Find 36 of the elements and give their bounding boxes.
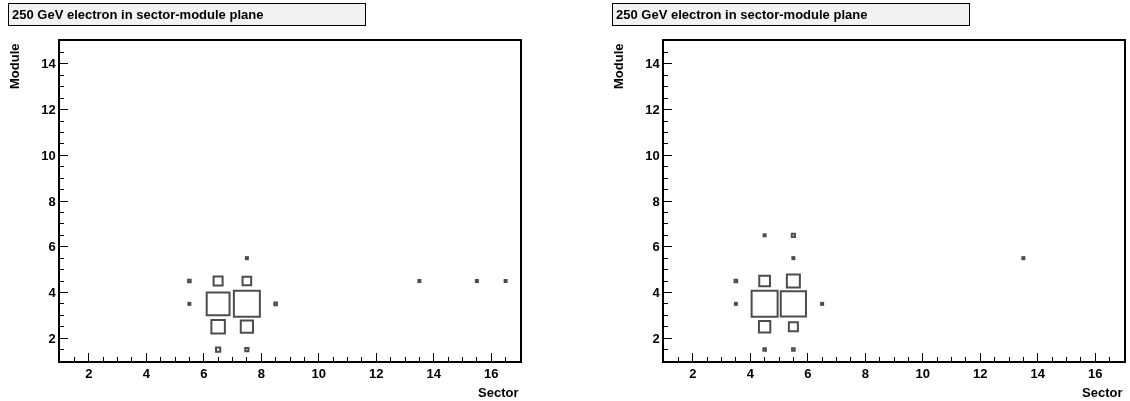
y-tick-label: 10 — [41, 147, 56, 163]
x-tick-label: 10 — [915, 366, 930, 382]
x-tick-label: 14 — [426, 366, 442, 382]
x-tick-label: 16 — [1088, 366, 1103, 382]
y-tick-label: 2 — [652, 330, 660, 346]
y-tick-label: 14 — [41, 56, 57, 72]
x-tick-label: 12 — [973, 366, 988, 382]
y-tick-label: 8 — [48, 193, 56, 209]
y-tick-label: 2 — [48, 330, 56, 346]
x-tick-label: 6 — [200, 366, 208, 382]
y-axis-title: Module — [7, 43, 22, 89]
y-tick-label: 4 — [652, 284, 661, 300]
x-tick-label: 4 — [746, 366, 755, 382]
x-tick-label: 4 — [142, 366, 151, 382]
y-axis-title: Module — [611, 43, 626, 89]
y-tick-label: 12 — [41, 102, 56, 118]
y-tick-label: 8 — [652, 193, 660, 209]
y-tick-label: 10 — [645, 147, 660, 163]
x-tick-label: 8 — [257, 366, 265, 382]
y-tick-label: 12 — [645, 102, 660, 118]
x-tick-label: 2 — [689, 366, 697, 382]
x-tick-label: 10 — [311, 366, 326, 382]
x-axis-title: Sector — [1082, 385, 1123, 400]
x-tick-label: 8 — [861, 366, 869, 382]
x-tick-label: 2 — [85, 366, 93, 382]
x-tick-label: 12 — [369, 366, 384, 382]
chart-title: 250 GeV electron in sector-module plane — [616, 7, 868, 22]
x-axis-title: Sector — [478, 385, 519, 400]
chart-title: 250 GeV electron in sector-module plane — [12, 7, 264, 22]
y-tick-label: 4 — [48, 284, 57, 300]
x-tick-label: 14 — [1030, 366, 1046, 382]
y-tick-label: 6 — [652, 239, 660, 255]
y-tick-label: 14 — [645, 56, 661, 72]
x-tick-label: 16 — [484, 366, 499, 382]
x-tick-label: 6 — [804, 366, 812, 382]
y-tick-label: 6 — [48, 239, 56, 255]
